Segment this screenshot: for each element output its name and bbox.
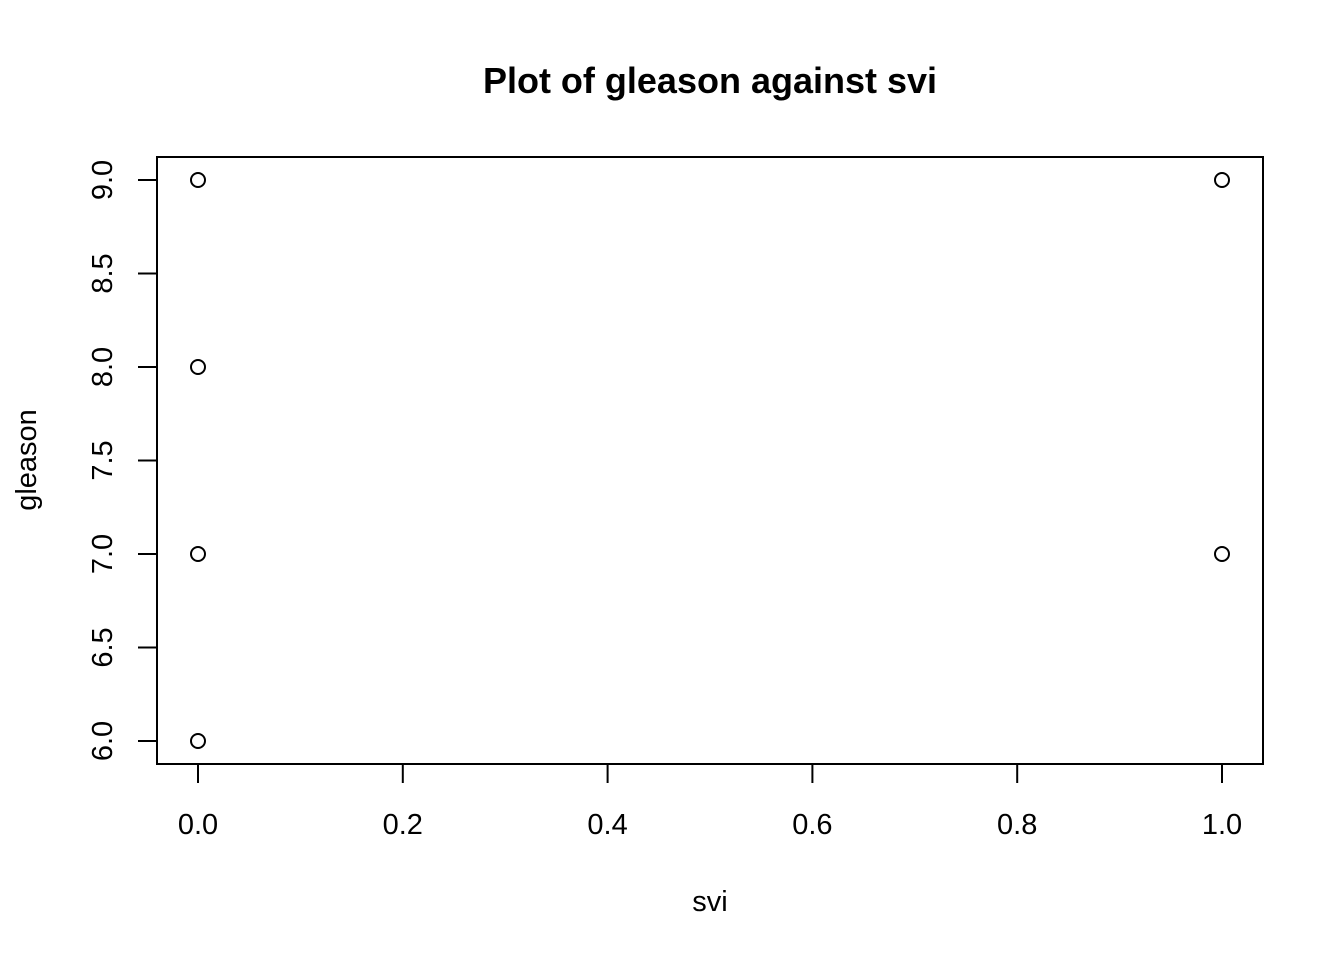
x-axis: 0.0 0.2 0.4 0.6 0.8 1.0 bbox=[178, 764, 1242, 841]
y-tick-label: 7.0 bbox=[87, 534, 119, 574]
plot-area-frame bbox=[156, 156, 1264, 765]
data-points bbox=[190, 172, 1230, 749]
data-point bbox=[1214, 172, 1230, 188]
data-point bbox=[190, 733, 206, 749]
x-tick-label: 0.2 bbox=[383, 809, 423, 841]
chart-title: Plot of gleason against svi bbox=[483, 60, 937, 101]
x-axis-label: svi bbox=[692, 886, 727, 918]
y-tick-label: 6.5 bbox=[87, 627, 119, 667]
x-tick-label: 0.8 bbox=[997, 809, 1037, 841]
y-tick-label: 7.5 bbox=[87, 440, 119, 480]
x-tick-label: 0.0 bbox=[178, 809, 218, 841]
y-axis: 6.0 6.5 7.0 7.5 8.0 8.5 9.0 bbox=[87, 160, 157, 761]
x-tick-label: 1.0 bbox=[1202, 809, 1242, 841]
x-tick-label: 0.4 bbox=[587, 809, 627, 841]
y-tick-label: 6.0 bbox=[87, 721, 119, 761]
y-axis-label: gleason bbox=[11, 409, 43, 511]
x-tick-label: 0.6 bbox=[792, 809, 832, 841]
y-tick-label: 8.5 bbox=[87, 253, 119, 293]
y-tick-label: 8.0 bbox=[87, 347, 119, 387]
data-point bbox=[1214, 546, 1230, 562]
data-point bbox=[190, 172, 206, 188]
data-point bbox=[190, 359, 206, 375]
y-tick-label: 9.0 bbox=[87, 160, 119, 200]
data-point bbox=[190, 546, 206, 562]
